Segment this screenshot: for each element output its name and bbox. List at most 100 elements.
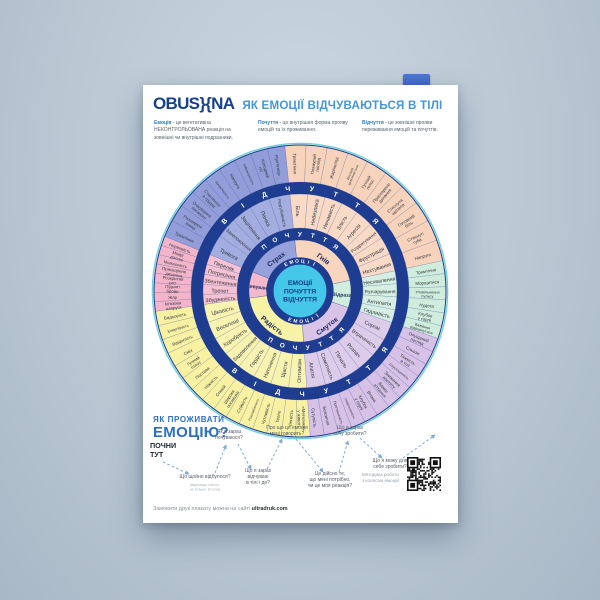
qr-module xyxy=(431,468,433,470)
qr-module xyxy=(411,471,414,474)
qr-module xyxy=(421,461,424,464)
ring-label-letter: В xyxy=(230,367,239,376)
ring-label-letter: О xyxy=(271,236,279,245)
hanging-clip xyxy=(403,74,430,88)
flow-step-note: (відповідь стисло, не більше 10 слів) xyxy=(190,483,220,491)
qr-module xyxy=(434,476,437,479)
ring-label-letter: І xyxy=(311,316,315,322)
qr-module xyxy=(411,468,414,470)
qr-module xyxy=(439,484,441,487)
qr-module xyxy=(423,458,425,461)
sensation-label: Енергійність xyxy=(167,324,189,334)
qr-module xyxy=(418,471,420,474)
order-footer: Замовити друк плакату можна на сайті ult… xyxy=(153,506,288,512)
qr-module xyxy=(424,478,427,480)
feeling-label: Оптимізм xyxy=(297,359,304,383)
ring-label-letter: І xyxy=(252,381,257,388)
qr-module xyxy=(411,469,414,472)
qr-module xyxy=(426,478,429,480)
sensation-label: Мокрідолоні xyxy=(170,250,186,263)
definitions-row: Емоція - це вегетативна НЕКОНТРОЛЬОВАНА … xyxy=(154,120,453,142)
site-url: ultradruk.com xyxy=(251,506,288,512)
qr-module xyxy=(423,486,425,488)
qr-module xyxy=(429,487,432,490)
qr-module xyxy=(428,476,430,479)
qr-module xyxy=(428,473,430,475)
qr-module xyxy=(415,469,417,472)
sensation-label: Сутулість xyxy=(310,408,317,429)
ring-label-letter: Т xyxy=(332,191,339,199)
qr-module xyxy=(421,484,424,487)
wheel-halo xyxy=(151,142,449,440)
ring-label-letter: Е xyxy=(283,261,289,268)
qr-module xyxy=(421,476,424,479)
qr-module xyxy=(421,489,424,491)
qr-module xyxy=(424,481,427,483)
qr-module xyxy=(426,469,429,472)
qr-module xyxy=(432,479,435,482)
qr-module xyxy=(428,463,430,466)
qr-module xyxy=(431,481,433,483)
qr-module xyxy=(415,471,417,474)
ring-label-letter: Я xyxy=(331,243,339,252)
qr-module xyxy=(423,473,425,475)
qr-module xyxy=(421,463,424,466)
qr-module xyxy=(410,471,412,474)
qr-module xyxy=(415,476,417,479)
sensation-label: Мовчазність xyxy=(163,259,187,269)
feeling-label: Небезпека xyxy=(311,199,321,226)
ring-label-letter: О xyxy=(279,342,286,350)
ring-label-letter: Я xyxy=(338,326,347,334)
qr-module xyxy=(424,487,427,490)
emotions-poster: OBUS}{NA ЯК ЕМОЦІЇ ВІДЧУВАЮТЬСЯ В ТІЛІ Е… xyxy=(143,85,458,523)
qr-module xyxy=(408,478,411,480)
ring-label-letter: І xyxy=(307,260,311,266)
ring-label-letter: У xyxy=(305,344,311,352)
center-label: ЕМОЦІЇ ПОЧУТТЯ ВІДЧУТТЯ xyxy=(283,279,317,303)
qr-module xyxy=(421,458,424,461)
ring-label-letter: Т xyxy=(365,364,373,373)
qr-module xyxy=(429,474,432,477)
ring-label-letter: В xyxy=(221,217,230,226)
qr-module xyxy=(431,476,433,479)
qr-module xyxy=(428,461,430,464)
definition-term: Емоція xyxy=(154,120,172,126)
qr-module xyxy=(428,469,430,472)
flow-step-text: Що я зараз відчуваю в тілі і де? xyxy=(245,468,272,486)
ring-label-letter: Д xyxy=(275,389,282,397)
qr-module xyxy=(421,481,424,483)
qr-module xyxy=(421,479,424,482)
sensation-label: Тремтіння xyxy=(292,153,298,174)
sensation-label: Уповільненняпульсу xyxy=(415,290,439,298)
qr-module xyxy=(413,471,416,474)
qr-module xyxy=(424,473,427,475)
qr-module xyxy=(407,476,409,479)
ring-label-letter: І xyxy=(240,203,246,210)
qr-module xyxy=(408,469,411,472)
qr-module xyxy=(411,473,414,475)
sensation-label: Стиснутігуби xyxy=(407,231,427,247)
qr-module xyxy=(415,478,417,480)
feeling-label: Біль xyxy=(293,206,299,217)
feeling-label: Збудженість xyxy=(205,296,236,305)
how-to-kicker: ЯК ПРОЖИВАТИ xyxy=(153,415,225,424)
qr-module xyxy=(418,458,420,461)
sensation-label: Клубоку горлі xyxy=(417,311,433,323)
qr-module xyxy=(434,486,437,488)
sensation-label: Нудота xyxy=(419,303,435,310)
ring-label-letter: У xyxy=(298,231,303,238)
qr-module xyxy=(423,489,425,491)
qr-module xyxy=(421,482,424,485)
qr-module xyxy=(423,469,425,472)
sensation-label: Рум'янець xyxy=(274,155,282,177)
qr-module xyxy=(437,482,440,485)
qr-module xyxy=(423,484,425,487)
qr-module xyxy=(419,458,422,461)
ring-label-letter: П xyxy=(261,243,269,252)
qr-module xyxy=(419,469,422,472)
how-to-block: ЯК ПРОЖИВАТИ ЕМОЦІЮ? xyxy=(153,415,229,441)
qr-module xyxy=(436,486,438,488)
ring-label-letter: Т xyxy=(353,202,361,211)
qr-module xyxy=(423,474,425,477)
ring-label-letter: Д xyxy=(261,191,268,199)
